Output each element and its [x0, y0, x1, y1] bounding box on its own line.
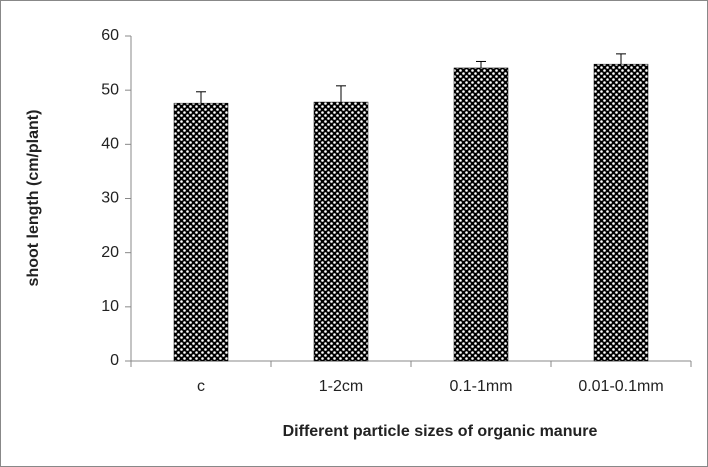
- x-tick-label: c: [197, 378, 205, 395]
- x-tick-label: 1-2cm: [319, 378, 363, 395]
- y-tick-label: 60: [101, 27, 119, 44]
- bar: [593, 63, 649, 362]
- y-tick-label: 10: [101, 298, 119, 315]
- y-tick-label: 0: [110, 352, 119, 369]
- x-tick-label: 0.01-0.1mm: [578, 378, 663, 395]
- bar: [173, 102, 229, 362]
- x-axis-label: Different particle sizes of organic manu…: [283, 423, 598, 440]
- error-bar: [476, 60, 486, 68]
- bar: [453, 67, 509, 362]
- y-tick-label: 40: [101, 136, 119, 153]
- y-tick-label: 50: [101, 81, 119, 98]
- y-tick-label: 20: [101, 244, 119, 261]
- y-axis-label: shoot length (cm/plant): [25, 110, 42, 287]
- bar: [313, 101, 369, 362]
- y-tick-label: 30: [101, 190, 119, 207]
- x-tick-label: 0.1-1mm: [449, 378, 512, 395]
- error-bar: [336, 85, 346, 103]
- error-bar: [616, 53, 626, 65]
- error-bar: [196, 91, 206, 104]
